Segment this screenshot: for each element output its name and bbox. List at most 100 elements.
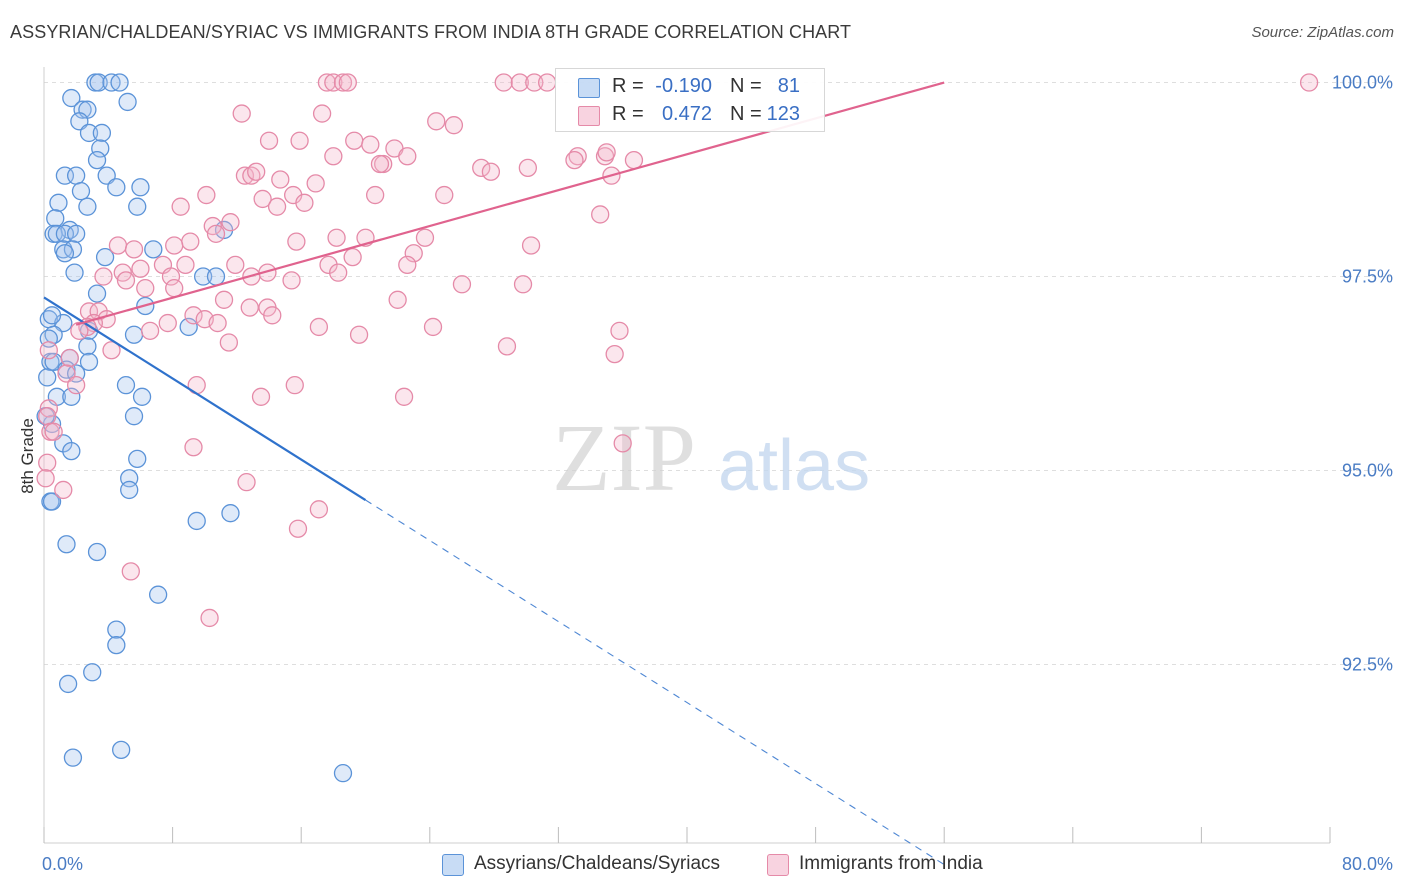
data-point — [184, 306, 203, 325]
data-point — [398, 255, 417, 275]
data-point — [110, 73, 129, 92]
data-point — [370, 154, 390, 174]
data-point — [219, 333, 239, 352]
data-point — [36, 469, 55, 488]
data-point — [124, 325, 144, 344]
data-point — [73, 100, 92, 119]
data-point — [60, 348, 79, 368]
data-point — [131, 259, 150, 278]
data-point — [324, 147, 343, 166]
legend-row-assyrian: R = -0.190 N = 81 — [556, 72, 824, 102]
data-point — [124, 407, 144, 426]
data-point — [49, 193, 68, 212]
data-point — [232, 104, 251, 123]
data-points — [36, 73, 1319, 783]
y-tick-label: 97.5% — [1342, 267, 1393, 287]
data-point — [91, 139, 110, 158]
data-point — [165, 279, 184, 298]
data-point — [388, 290, 407, 309]
data-point — [365, 185, 385, 205]
data-point — [221, 213, 240, 232]
data-point — [102, 341, 121, 360]
data-point — [136, 279, 155, 298]
legend-n-value: 81 — [777, 75, 800, 97]
data-point — [62, 387, 81, 406]
data-point — [288, 519, 308, 538]
data-point — [251, 387, 271, 406]
data-point — [94, 267, 113, 286]
legend-n-label: N = — [730, 75, 762, 97]
data-point — [39, 341, 58, 360]
data-point — [494, 73, 513, 92]
data-point — [158, 313, 177, 333]
watermark-atlas: atlas — [718, 426, 870, 506]
data-point — [521, 236, 541, 255]
data-point — [427, 112, 446, 131]
data-point — [67, 166, 86, 185]
data-point — [107, 635, 126, 655]
data-point — [208, 313, 227, 333]
data-point — [57, 535, 76, 554]
data-point — [112, 740, 131, 760]
data-point — [65, 263, 84, 282]
data-point — [171, 197, 190, 216]
data-point — [179, 317, 198, 337]
data-point — [116, 376, 136, 395]
data-point — [214, 290, 234, 309]
data-point — [349, 325, 369, 344]
data-point — [333, 764, 353, 783]
data-point — [38, 407, 57, 426]
watermark: ZIP atlas — [552, 404, 870, 511]
data-point — [295, 193, 314, 212]
data-point — [565, 150, 584, 170]
data-point — [452, 275, 472, 294]
data-point — [193, 267, 213, 286]
data-point — [46, 209, 65, 228]
data-point — [306, 174, 325, 193]
data-point — [62, 441, 81, 461]
data-point — [610, 321, 629, 340]
data-point — [404, 244, 423, 263]
data-point — [140, 321, 160, 340]
data-point — [226, 255, 245, 275]
data-point — [309, 317, 329, 337]
data-point — [613, 434, 632, 453]
data-point — [1299, 73, 1319, 92]
data-point — [197, 185, 216, 205]
data-point — [78, 197, 97, 216]
data-point — [343, 247, 362, 267]
data-point — [42, 306, 62, 325]
data-point — [345, 131, 364, 150]
data-point — [184, 438, 203, 457]
legend-r-value: 0.472 — [661, 103, 712, 125]
data-point — [67, 376, 86, 395]
data-point — [92, 123, 112, 143]
data-point — [282, 271, 301, 290]
data-point — [63, 748, 83, 767]
data-point — [319, 255, 338, 275]
legend-n-value: 123 — [766, 103, 800, 125]
data-point — [263, 306, 282, 325]
data-point — [415, 228, 435, 247]
data-point — [57, 360, 76, 379]
data-point — [221, 504, 240, 523]
x-tick-label: 80.0% — [1342, 854, 1393, 874]
data-point — [497, 337, 517, 356]
data-point — [444, 116, 464, 135]
data-point — [206, 267, 226, 286]
data-point — [481, 162, 501, 181]
data-point — [247, 162, 266, 181]
source-credit: Source: ZipAtlas.com — [1251, 24, 1394, 41]
data-point — [38, 453, 57, 472]
data-point — [423, 317, 443, 337]
data-point — [361, 135, 380, 154]
data-point — [591, 205, 610, 224]
x-tick-label: 0.0% — [42, 854, 83, 874]
data-point — [107, 178, 126, 197]
data-point — [525, 73, 544, 92]
data-point — [42, 492, 62, 511]
data-point — [128, 197, 147, 216]
data-point — [327, 228, 346, 247]
data-point — [71, 182, 91, 201]
data-point — [89, 73, 108, 92]
